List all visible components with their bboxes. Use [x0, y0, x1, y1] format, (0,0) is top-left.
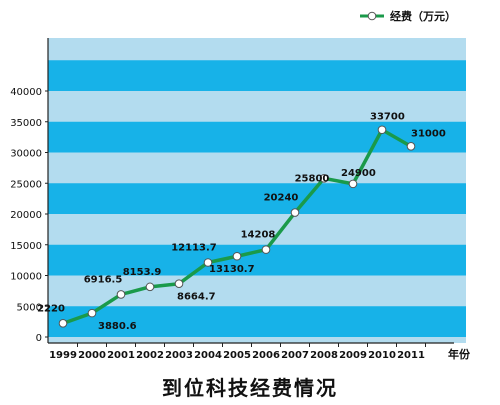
data-label-2011: 31000 [411, 128, 446, 139]
data-label-2005: 13130.7 [209, 264, 255, 275]
data-point-2001 [116, 290, 126, 299]
band-stripe-3 [48, 244, 466, 276]
data-label-2002: 8153.9 [123, 267, 162, 278]
chart-title: 到位科技经费情况 [162, 376, 338, 400]
band-stripe-4 [48, 306, 466, 337]
data-point-2010 [377, 125, 387, 135]
data-label-1999: 2220 [37, 303, 65, 314]
x-tick-label: 2004 [194, 350, 222, 361]
y-tick-label: 30000 [10, 149, 42, 160]
data-point-2003 [174, 279, 184, 289]
x-tick-label: 2009 [339, 350, 367, 361]
x-tick-label: 2003 [165, 350, 193, 361]
data-point-2008 [319, 174, 329, 183]
x-tick-label: 1999 [49, 350, 77, 361]
x-tick-label: 2000 [78, 350, 106, 361]
x-axis-ticks: 1999 2000 2001 2002 2003 2004 2005 2006 2007 2008… [49, 343, 426, 361]
data-label-2008: 25800 [295, 173, 330, 184]
x-tick-label: 2001 [107, 350, 135, 361]
series-group [58, 125, 416, 328]
data-label-2003: 8664.7 [177, 292, 216, 303]
legend-label: 经费（万元） [390, 9, 456, 23]
x-tick-label: 2010 [368, 350, 396, 361]
band-stripe-1 [48, 121, 466, 153]
legend: 经费（万元） [360, 9, 456, 23]
x-axis-label: 年份 [448, 347, 471, 361]
data-label-2001: 6916.5 [84, 274, 123, 285]
legend-marker [367, 11, 377, 21]
data-label-2004: 12113.7 [171, 243, 217, 254]
y-tick-label: 20000 [10, 210, 42, 221]
data-point-2005 [232, 251, 242, 261]
data-label-2006: 14208 [241, 230, 276, 241]
band-stripe-2 [48, 183, 466, 214]
data-label-2009: 24900 [341, 168, 376, 179]
x-tick-label: 2011 [397, 350, 425, 361]
y-axis-ticks: 0 5000 10000 15000 20000 25000 30000 35000 40000 [10, 87, 48, 344]
data-point-2000 [87, 308, 97, 318]
data-point-2004 [203, 258, 213, 267]
background-bands [48, 38, 466, 343]
y-tick-label: 25000 [10, 179, 42, 190]
y-tick-label: 5000 [17, 302, 42, 313]
y-tick-label: 10000 [10, 272, 42, 283]
x-tick-label: 2002 [136, 350, 164, 361]
x-tick-label: 2008 [310, 350, 338, 361]
data-label-2000: 3880.6 [98, 321, 137, 332]
data-point-2011 [406, 142, 416, 151]
band-stripe-0 [48, 60, 466, 91]
x-tick-label: 2007 [281, 350, 309, 361]
data-point-2002 [145, 282, 155, 292]
data-point-2006 [261, 245, 271, 254]
y-tick-label: 35000 [10, 118, 42, 129]
y-tick-label: 0 [36, 333, 42, 344]
data-label-2010: 33700 [370, 112, 405, 123]
data-point-2009 [348, 179, 358, 189]
data-label-2007: 20240 [264, 193, 299, 204]
y-tick-label: 40000 [10, 87, 42, 98]
data-point-1999 [58, 319, 68, 328]
data-point-2007 [290, 208, 300, 217]
x-tick-label: 2005 [223, 350, 251, 361]
x-tick-label: 2006 [252, 350, 280, 361]
y-tick-label: 15000 [10, 241, 42, 252]
